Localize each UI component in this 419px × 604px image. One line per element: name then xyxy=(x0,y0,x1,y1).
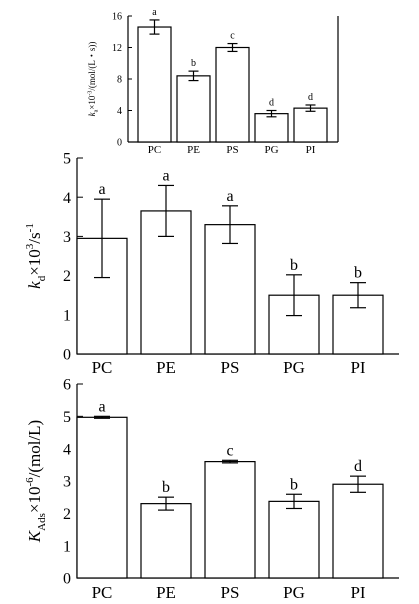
category-label: PS xyxy=(226,144,238,156)
category-label: PI xyxy=(306,144,316,156)
bar xyxy=(140,503,192,579)
y-axis-label-part: ×10 xyxy=(25,249,44,276)
bar xyxy=(332,483,384,579)
category-label: PS xyxy=(221,358,240,377)
category-label: PG xyxy=(264,144,278,156)
category-label: PC xyxy=(148,144,161,156)
significance-letter: a xyxy=(226,188,233,205)
y-tick-label: 12 xyxy=(112,43,122,54)
y-tick-label: 4 xyxy=(117,106,122,117)
y-axis-label-part: k xyxy=(25,281,44,289)
bar xyxy=(215,46,250,143)
significance-letter: b xyxy=(191,58,196,69)
chart-panel-1: 0481216ka×10-3/(mol/(L・s))aPCbPEcPSdPGdP… xyxy=(87,7,339,156)
bar xyxy=(293,107,328,143)
bar xyxy=(204,461,256,579)
y-axis-label: kd×103/s-1 xyxy=(24,223,48,289)
y-tick-label: 8 xyxy=(117,75,122,86)
y-axis-label-part: K xyxy=(25,529,44,543)
y-tick-label: 0 xyxy=(63,347,71,364)
y-tick-label: 4 xyxy=(63,441,71,458)
category-label: PI xyxy=(350,358,365,377)
bar xyxy=(268,500,320,579)
significance-letter: b xyxy=(290,476,298,493)
y-axis-label-part: -1 xyxy=(24,223,36,232)
y-tick-label: 1 xyxy=(63,307,71,324)
y-tick-label: 2 xyxy=(63,506,71,523)
y-tick-label: 2 xyxy=(63,268,71,285)
category-label: PE xyxy=(156,358,176,377)
bar xyxy=(76,237,128,355)
y-axis-label-part: Ads xyxy=(36,513,48,531)
bar xyxy=(76,416,128,579)
y-tick-label: 3 xyxy=(63,229,71,246)
significance-letter: a xyxy=(152,7,157,18)
significance-letter: d xyxy=(354,458,362,475)
significance-letter: d xyxy=(269,98,274,109)
bar xyxy=(254,113,289,143)
y-axis-label-part: -3 xyxy=(87,91,93,96)
y-axis-label-part: /(mol/L) xyxy=(25,420,44,478)
y-axis-label-part: ×10 xyxy=(25,487,44,514)
significance-letter: d xyxy=(308,92,313,103)
category-label: PE xyxy=(187,144,200,156)
bar xyxy=(137,26,172,143)
y-axis-label-part: a xyxy=(94,109,100,112)
significance-letter: c xyxy=(226,442,233,459)
significance-letter: b xyxy=(290,257,298,274)
y-axis-label-part: 3 xyxy=(24,243,36,249)
y-axis-label-part: ×10 xyxy=(87,95,97,110)
category-label: PI xyxy=(350,583,365,602)
category-label: PS xyxy=(221,583,240,602)
y-tick-label: 5 xyxy=(63,409,71,426)
y-tick-label: 1 xyxy=(63,538,71,555)
y-tick-label: 16 xyxy=(112,12,122,23)
y-tick-label: 6 xyxy=(63,377,71,394)
significance-letter: a xyxy=(98,398,105,415)
y-tick-label: 5 xyxy=(63,151,71,168)
y-axis-label-part: /(mol/(L・s)) xyxy=(87,42,97,91)
category-label: PG xyxy=(283,358,305,377)
category-label: PG xyxy=(283,583,305,602)
bar xyxy=(176,75,211,143)
y-axis-label-part: -6 xyxy=(24,477,36,487)
bar xyxy=(204,224,256,355)
y-axis-label: ka×10-3/(mol/(L・s)) xyxy=(87,42,100,117)
y-tick-label: 3 xyxy=(63,474,71,491)
significance-letter: a xyxy=(98,181,105,198)
y-axis-label-part: /s xyxy=(25,232,44,243)
chart-panel-3: 0 1 2 3 4 5 6 KAds×10-6/(mol/L) a PC b PE c PS b PG d PI xyxy=(24,377,399,602)
category-label: PE xyxy=(156,583,176,602)
y-axis-label-part: d xyxy=(36,275,48,281)
y-axis-label-part: k xyxy=(87,111,97,116)
category-label: PC xyxy=(92,358,113,377)
y-tick-label: 0 xyxy=(63,571,71,588)
category-label: PC xyxy=(92,583,113,602)
significance-letter: c xyxy=(230,31,235,42)
significance-letter: b xyxy=(354,265,362,282)
y-tick-label: 4 xyxy=(63,190,71,207)
y-axis-label: KAds×10-6/(mol/L) xyxy=(24,420,48,543)
significance-letter: a xyxy=(162,167,169,184)
significance-letter: b xyxy=(162,479,170,496)
y-tick-label: 0 xyxy=(117,138,122,149)
